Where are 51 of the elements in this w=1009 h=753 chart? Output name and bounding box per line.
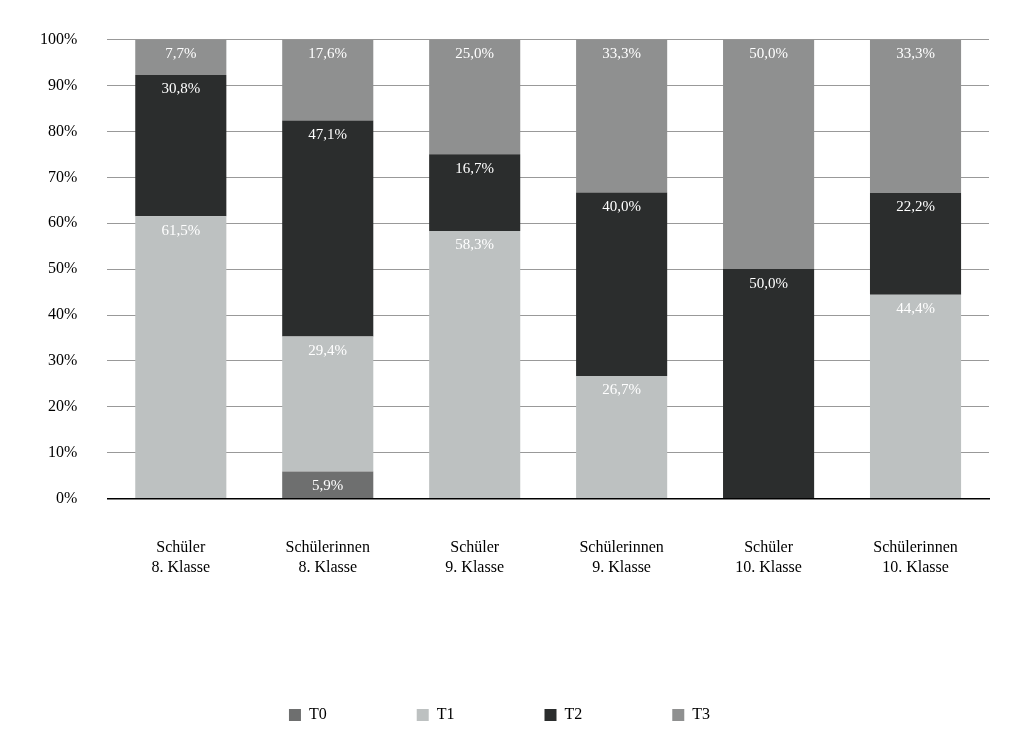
bar — [869, 294, 962, 499]
data-label: 58,3% — [455, 236, 495, 253]
data-label: 16,7% — [455, 159, 495, 176]
x-tick-label: Schüler 9. Klasse — [445, 538, 505, 575]
y-tick-label: 40% — [48, 305, 78, 323]
data-label: 5,9% — [312, 476, 344, 493]
data-label: 17,6% — [308, 45, 348, 62]
data-label: 22,2% — [896, 198, 935, 215]
bar — [869, 192, 962, 295]
data-label: 44,4% — [896, 300, 935, 317]
data-label: 50,0% — [749, 45, 788, 62]
x-tick-label: Schülerinnen 9. Klasse — [579, 538, 664, 575]
data-label: 25,0% — [455, 45, 495, 62]
x-tick-label: Schülerinnen 10. Klasse — [873, 538, 958, 575]
data-label: 47,1% — [308, 125, 348, 142]
data-label: 33,3% — [896, 45, 935, 62]
data-label: 7,7% — [165, 45, 197, 62]
data-label: 26,7% — [602, 381, 642, 398]
bar — [135, 74, 227, 217]
data-label: 50,0% — [749, 274, 788, 291]
y-tick-label: 10% — [48, 442, 78, 460]
bar — [135, 216, 227, 499]
bar — [576, 376, 668, 499]
x-tick-label: Schüler 8. Klasse — [151, 538, 211, 575]
legend-label: T2 — [564, 705, 583, 723]
bar — [282, 471, 374, 499]
x-tick-label: Schüler 10. Klasse — [735, 538, 802, 575]
data-label: 61,5% — [161, 221, 201, 238]
data-label: 29,4% — [308, 342, 348, 359]
bar — [429, 231, 521, 499]
bar — [429, 154, 521, 231]
y-tick-label: 70% — [48, 167, 78, 185]
y-tick-label: 90% — [48, 75, 78, 93]
data-label: 30,8% — [161, 80, 201, 97]
bar — [282, 120, 374, 337]
legend-label: T3 — [692, 705, 711, 723]
y-tick-label: 100% — [40, 29, 78, 47]
y-tick-label: 30% — [48, 351, 78, 369]
y-tick-label: 20% — [48, 397, 78, 414]
bar — [576, 192, 668, 377]
x-tick-label: Schülerinnen 8. Klasse — [285, 538, 370, 575]
y-tick-label: 0% — [56, 488, 78, 506]
legend-label: T1 — [436, 705, 455, 723]
data-label: 40,0% — [602, 197, 642, 214]
data-label: 33,3% — [602, 45, 642, 62]
y-tick-label: 80% — [48, 121, 78, 139]
bar — [282, 336, 374, 472]
y-tick-label: 60% — [48, 213, 78, 231]
y-tick-label: 50% — [48, 259, 78, 277]
legend-label: T0 — [308, 705, 327, 723]
bar — [723, 269, 815, 499]
